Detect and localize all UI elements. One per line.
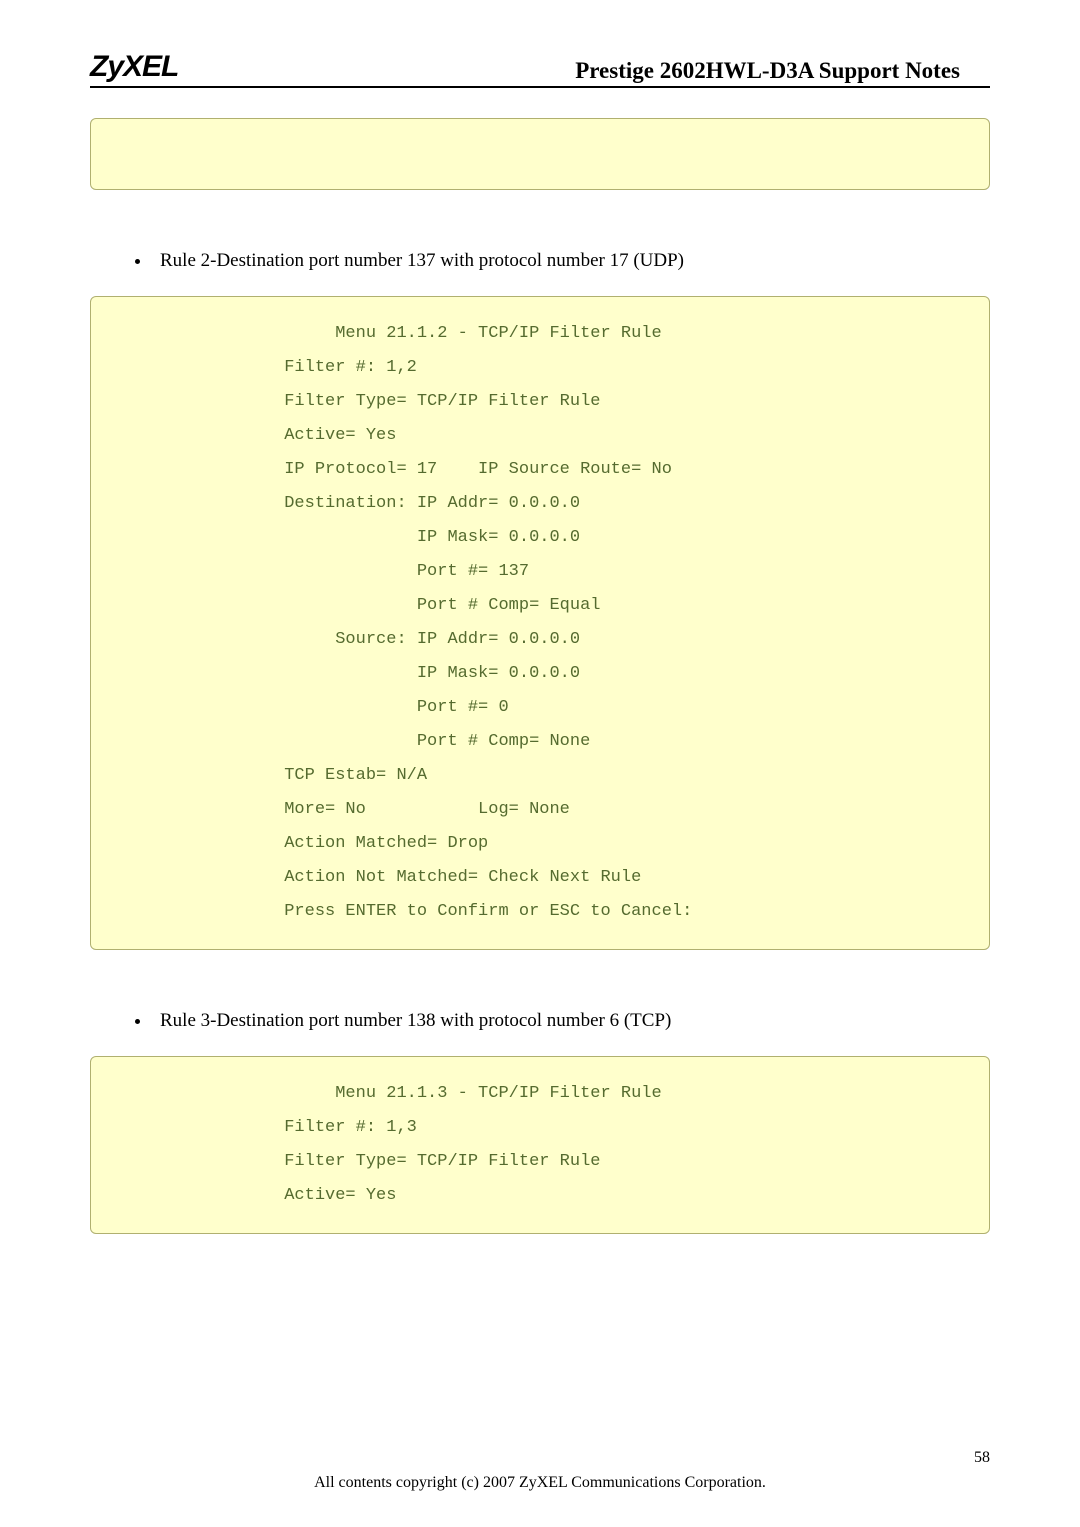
footer-copyright: All contents copyright (c) 2007 ZyXEL Co… <box>0 1474 1080 1492</box>
header-title: Prestige 2602HWL-D3A Support Notes <box>575 58 990 84</box>
bullet-icon <box>135 1019 140 1024</box>
bullet-icon <box>135 259 140 264</box>
page-container: ZyXEL Prestige 2602HWL-D3A Support Notes… <box>0 0 1080 1294</box>
bullet-rule-3: Rule 3-Destination port number 138 with … <box>135 1010 990 1032</box>
bullet-text-rule-2: Rule 2-Destination port number 137 with … <box>160 250 684 272</box>
logo: ZyXEL <box>90 50 178 84</box>
bullet-text-rule-3: Rule 3-Destination port number 138 with … <box>160 1010 671 1032</box>
page-number: 58 <box>974 1449 990 1467</box>
code-box-rule-3: Menu 21.1.3 - TCP/IP Filter Rule Filter … <box>90 1056 990 1234</box>
empty-code-box <box>90 118 990 190</box>
bullet-rule-2: Rule 2-Destination port number 137 with … <box>135 250 990 272</box>
code-box-rule-2: Menu 21.1.2 - TCP/IP Filter Rule Filter … <box>90 296 990 950</box>
page-header: ZyXEL Prestige 2602HWL-D3A Support Notes <box>90 50 990 88</box>
